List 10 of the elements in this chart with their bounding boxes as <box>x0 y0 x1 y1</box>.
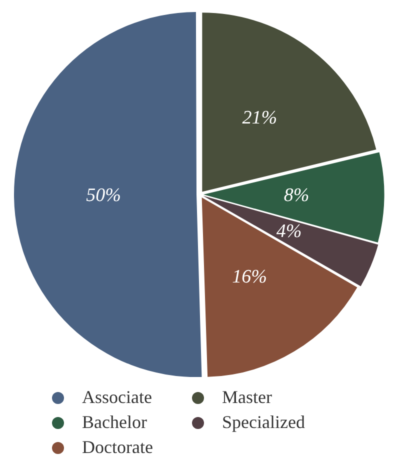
legend-label: Associate <box>82 387 152 408</box>
data-label: 16% <box>232 266 267 288</box>
data-label: 50% <box>86 185 121 206</box>
legend-label: Specialized <box>222 412 305 433</box>
data-label: 4% <box>276 220 302 242</box>
legend-label: Bachelor <box>82 412 147 433</box>
data-label: 21% <box>242 108 278 129</box>
data-label: 8% <box>284 185 310 206</box>
legend-label: Doctorate <box>82 437 153 458</box>
legend-label: Master <box>222 387 272 408</box>
